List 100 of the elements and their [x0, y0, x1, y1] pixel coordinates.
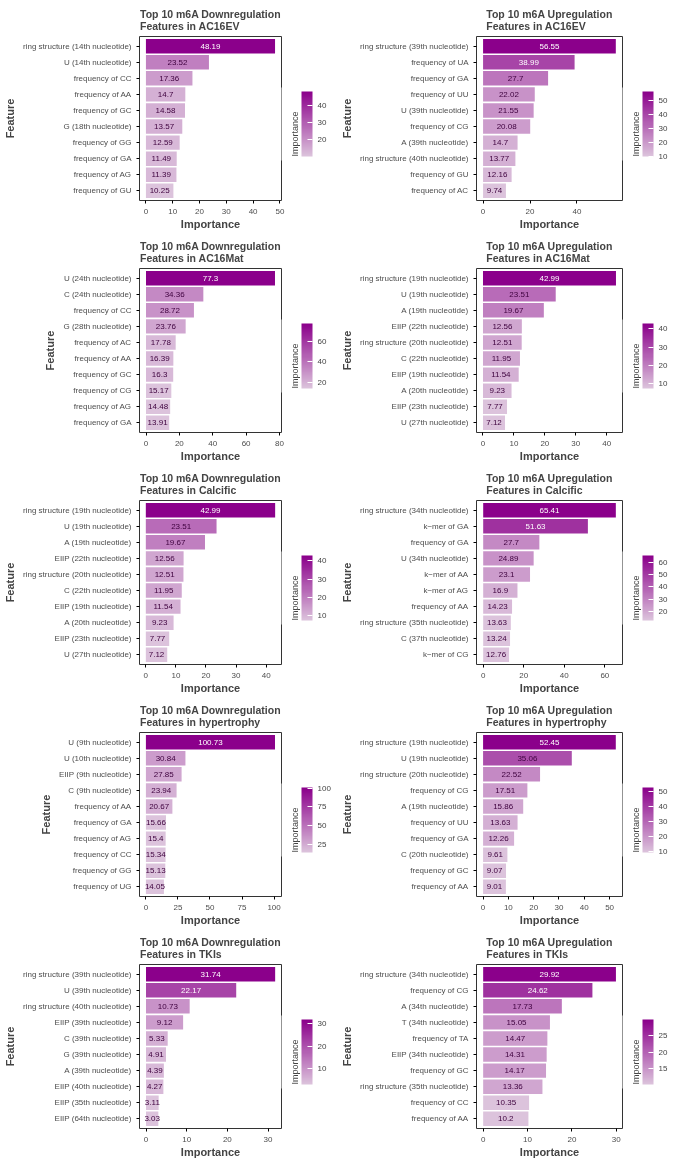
y-tick-label: frequency of CC: [410, 1098, 469, 1108]
y-tick-label: EIIP (35th nucleotide): [54, 1098, 132, 1108]
data-label: 14.47: [505, 1033, 526, 1043]
y-tick-label: frequency of GC: [410, 1066, 469, 1076]
data-label: 19.67: [165, 537, 186, 547]
x-tick-label: 40: [602, 438, 612, 448]
x-tick-label: 0: [480, 670, 486, 680]
color-bar-title: Importance: [289, 575, 300, 621]
color-bar-label: 20: [658, 137, 668, 147]
y-tick-label: frequency of AG: [73, 834, 132, 844]
y-tick-label: A (39th nucleotide): [401, 138, 469, 148]
data-label: 12.76: [486, 650, 507, 660]
y-axis-title: Feature: [341, 794, 353, 835]
y-tick-label: frequency of UG: [73, 882, 132, 892]
color-bar-label: 30: [317, 1018, 327, 1028]
data-label: 30.84: [155, 753, 177, 763]
y-tick-label: k−mer of GA: [423, 521, 470, 531]
data-label: 20.67: [149, 801, 170, 811]
x-axis-title: Importance: [180, 913, 241, 926]
data-label: 13.24: [486, 634, 508, 644]
data-label: 9.61: [487, 850, 504, 860]
x-tick-label: 30: [571, 438, 581, 448]
data-label: 9.07: [486, 866, 503, 876]
y-axis-title: Feature: [341, 98, 353, 139]
x-tick-label: 50: [275, 206, 285, 216]
y-tick-label: frequency of GG: [72, 866, 132, 876]
color-bar-label: 40: [658, 324, 668, 334]
x-tick-label: 20: [201, 670, 211, 680]
data-label: 24.89: [498, 553, 519, 563]
y-tick-label: U (27th nucleotide): [400, 418, 469, 428]
x-tick-label: 50: [205, 902, 215, 912]
y-tick-label: frequency of AG: [73, 402, 132, 412]
data-label: 100.73: [198, 737, 224, 747]
data-label: 20.08: [496, 122, 518, 132]
x-tick-label: 40: [248, 206, 259, 216]
y-tick-label: frequency of UA: [411, 57, 470, 67]
x-tick-label: 0: [480, 206, 486, 216]
data-label: 23.51: [509, 289, 530, 299]
data-label: 13.57: [154, 122, 175, 132]
data-label: 15.86: [493, 801, 514, 811]
x-tick-label: 20: [222, 1134, 233, 1144]
color-bar-label: 20: [658, 1047, 668, 1057]
chart-title: Top 10 m6A Upregulation Features in AC16Mat: [486, 239, 613, 264]
x-tick-label: 10: [503, 902, 514, 912]
data-label: 15.34: [145, 850, 167, 860]
chart-title: Top 10 m6A Downregulation Features in AC16EV: [140, 7, 281, 32]
data-label: 7.77: [149, 634, 166, 644]
y-tick-label: frequency of GC: [73, 105, 132, 115]
y-tick-label: EIIP (34th nucleotide): [391, 1050, 469, 1060]
y-tick-label: ring structure (19th nucleotide): [23, 505, 132, 515]
x-tick-label: 40: [579, 902, 590, 912]
data-label: 48.19: [200, 41, 222, 51]
data-label: 15.4: [147, 834, 165, 844]
data-label: 4.91: [148, 1050, 165, 1060]
x-tick-label: 0: [143, 902, 149, 912]
y-tick-label: U (9th nucleotide): [68, 737, 132, 747]
y-axis-title: Feature: [341, 1026, 353, 1067]
data-label: 7.12: [486, 418, 503, 428]
color-bar-label: 10: [658, 151, 668, 161]
data-label: 11.39: [151, 170, 172, 180]
data-label: 14.7: [492, 138, 509, 148]
x-tick-label: 0: [480, 902, 486, 912]
color-bar-label: 20: [658, 831, 668, 841]
x-tick-label: 60: [241, 438, 252, 448]
x-tick-label: 10: [509, 438, 519, 448]
y-tick-label: frequency of GG: [72, 138, 132, 148]
x-tick-label: 0: [480, 438, 486, 448]
data-label: 23.52: [167, 57, 188, 67]
data-label: 3.03: [144, 1114, 161, 1124]
data-label: 38.99: [518, 57, 540, 67]
color-bar-title: Importance: [289, 111, 300, 157]
chart-title: Top 10 m6A Downregulation Features in AC16Mat: [140, 239, 281, 264]
data-label: 34.36: [164, 289, 186, 299]
data-label: 15.05: [506, 1017, 528, 1027]
data-label: 12.51: [154, 569, 176, 579]
y-tick-label: ring structure (14th nucleotide): [23, 41, 132, 51]
y-tick-label: frequency of GA: [410, 73, 470, 83]
data-label: 12.51: [492, 337, 513, 347]
data-label: 29.92: [539, 969, 561, 979]
y-tick-label: ring structure (34th nucleotide): [360, 969, 469, 979]
data-label: 12.16: [487, 170, 508, 180]
data-label: 9.01: [486, 882, 503, 892]
data-label: 16.3: [151, 370, 168, 380]
y-tick-label: ring structure (20th nucleotide): [23, 569, 132, 579]
y-tick-label: EIIP (19th nucleotide): [54, 602, 132, 612]
data-label: 3.11: [144, 1098, 161, 1108]
data-label: 23.94: [151, 785, 172, 795]
data-label: 14.58: [155, 105, 177, 115]
x-tick-label: 40: [572, 206, 582, 216]
color-bar-label: 20: [658, 360, 668, 370]
color-bar-label: 25: [658, 1031, 668, 1041]
data-label: 10.25: [149, 186, 171, 196]
color-bar-label: 10: [317, 610, 327, 620]
y-tick-label: frequency of AG: [73, 170, 132, 180]
x-tick-label: 20: [195, 206, 205, 216]
data-label: 7.77: [487, 402, 504, 412]
color-bar-label: 30: [317, 118, 327, 128]
y-tick-label: A (19th nucleotide): [64, 537, 132, 547]
y-tick-label: ring structure (34th nucleotide): [360, 505, 469, 515]
data-label: 23.76: [155, 321, 177, 331]
